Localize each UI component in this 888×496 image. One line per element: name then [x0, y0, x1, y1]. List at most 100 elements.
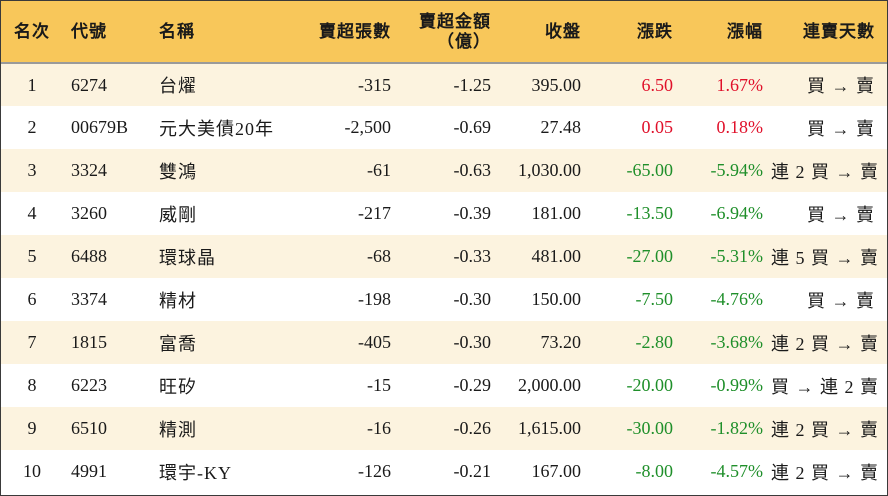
cell-close: 481.00 [531, 246, 582, 266]
cell-change-pct: -1.82% [710, 418, 764, 438]
cell-change-pct: 1.67% [681, 62, 771, 106]
cell-change: -7.50 [635, 289, 674, 309]
cell-change: -30.00 [626, 418, 674, 438]
header-close[interactable]: 收盤 [545, 21, 581, 41]
header-net-sell-amount-unit: （億） [437, 31, 491, 51]
cell-name[interactable]: 環球晶 [159, 247, 216, 268]
table-row[interactable]: 6 3374 精材 -198 -0.30 150.00 -7.50 -4.76% 買 → 賣 [1, 278, 887, 321]
cell-net-sell-amount: -0.26 [453, 418, 492, 438]
cell-rank: 10 [23, 461, 41, 481]
cell-name[interactable]: 富喬 [159, 333, 197, 354]
header-name[interactable]: 名稱 [159, 21, 195, 41]
cell-change-pct: -5.94% [710, 160, 764, 180]
cell-close: 395.00 [499, 62, 589, 106]
cell-close: 1,030.00 [518, 160, 581, 180]
cell-change: 0.05 [641, 117, 674, 137]
header-consecutive-sell-days[interactable]: 連賣天數 [803, 21, 875, 41]
cell-net-sell-amount: -0.69 [453, 117, 492, 137]
cell-change: -27.00 [626, 246, 674, 266]
cell-change-pct: -4.76% [710, 289, 764, 309]
cell-net-sell-lots: -126 [358, 461, 391, 481]
table-row[interactable]: 2 00679B 元大美債20年 -2,500 -0.69 27.48 0.05 0.18% 買… [1, 106, 887, 149]
cell-name[interactable]: 威剛 [159, 204, 197, 225]
cell-code[interactable]: 4991 [71, 461, 107, 481]
cell-net-sell-amount: -0.29 [453, 375, 492, 395]
cell-change-pct: -0.99% [710, 375, 764, 395]
cell-code[interactable]: 00679B [71, 117, 129, 137]
cell-name[interactable]: 旺矽 [159, 376, 197, 397]
cell-consecutive-sell-days: 買 → 賣 [771, 62, 887, 106]
cell-net-sell-amount: -0.63 [453, 160, 492, 180]
cell-net-sell-amount: -0.30 [453, 289, 492, 309]
cell-rank: 6 [27, 289, 37, 309]
table-row[interactable]: 3 3324 雙鴻 -61 -0.63 1,030.00 -65.00 -5.94% 連 2 買… [1, 149, 887, 192]
cell-net-sell-lots: -315 [293, 62, 399, 106]
cell-code[interactable]: 6488 [71, 246, 107, 266]
cell-net-sell-lots: -16 [367, 418, 391, 438]
cell-change: -8.00 [635, 461, 674, 481]
cell-code[interactable]: 6274 [63, 62, 155, 106]
cell-change-pct: 0.18% [716, 117, 764, 137]
header-net-sell-lots[interactable]: 賣超張數 [319, 21, 391, 41]
cell-close: 150.00 [531, 289, 582, 309]
cell-close: 181.00 [531, 203, 582, 223]
cell-rank: 8 [27, 375, 37, 395]
cell-net-sell-amount: -0.30 [453, 332, 492, 352]
cell-change: -13.50 [626, 203, 674, 223]
cell-net-sell-lots: -61 [367, 160, 391, 180]
cell-rank: 9 [27, 418, 37, 438]
cell-code[interactable]: 3324 [71, 160, 107, 180]
cell-name[interactable]: 元大美債20年 [159, 118, 274, 139]
cell-change: -65.00 [626, 160, 674, 180]
cell-change-pct: -4.57% [710, 461, 764, 481]
header-rank[interactable]: 名次 [14, 21, 50, 41]
cell-close: 167.00 [531, 461, 582, 481]
cell-consecutive-sell-days: 買 → 賣 [807, 290, 875, 311]
header-change[interactable]: 漲跌 [637, 21, 673, 41]
table-row[interactable]: 7 1815 富喬 -405 -0.30 73.20 -2.80 -3.68% 連 2 買 → … [1, 321, 887, 364]
table-row[interactable]: 9 6510 精測 -16 -0.26 1,615.00 -30.00 -1.82% 連 2 買… [1, 407, 887, 450]
cell-change-pct: -6.94% [710, 203, 764, 223]
table-row[interactable]: 1 6274 台燿 -315 -1.25 395.00 6.50 1.67% 買 → 賣 [1, 62, 887, 106]
cell-close: 73.20 [540, 332, 582, 352]
cell-net-sell-amount: -0.39 [453, 203, 492, 223]
table-row[interactable]: 8 6223 旺矽 -15 -0.29 2,000.00 -20.00 -0.99% 買 → 連… [1, 364, 887, 407]
cell-code[interactable]: 6223 [71, 375, 107, 395]
table-row[interactable]: 4 3260 威剛 -217 -0.39 181.00 -13.50 -6.94% 買 → 賣 [1, 192, 887, 235]
cell-code[interactable]: 3260 [71, 203, 107, 223]
cell-close: 27.48 [540, 117, 582, 137]
cell-name[interactable]: 精測 [159, 419, 197, 440]
cell-net-sell-lots: -198 [358, 289, 391, 309]
cell-net-sell-lots: -15 [367, 375, 391, 395]
cell-code[interactable]: 1815 [71, 332, 107, 352]
cell-close: 1,615.00 [518, 418, 581, 438]
header-code[interactable]: 代號 [71, 21, 107, 41]
cell-name[interactable]: 台燿 [155, 62, 293, 106]
table-row[interactable]: 5 6488 環球晶 -68 -0.33 481.00 -27.00 -5.31% 連 5 買 … [1, 235, 887, 278]
cell-net-sell-amount: -0.33 [453, 246, 492, 266]
cell-change: 6.50 [589, 62, 681, 106]
cell-rank: 4 [27, 203, 37, 223]
cell-net-sell-amount: -1.25 [399, 62, 499, 106]
cell-code[interactable]: 3374 [71, 289, 107, 309]
cell-code[interactable]: 6510 [71, 418, 107, 438]
cell-name[interactable]: 精材 [159, 290, 197, 311]
header-net-sell-amount[interactable]: 賣超金額 （億） [399, 1, 499, 63]
cell-consecutive-sell-days: 買 → 賣 [807, 118, 875, 139]
cell-consecutive-sell-days: 連 2 買 → 賣 [771, 462, 879, 483]
cell-change: -20.00 [626, 375, 674, 395]
cell-name[interactable]: 環宇-KY [159, 462, 232, 483]
table-body: 1 6274 台燿 -315 -1.25 395.00 6.50 1.67% 買 → 賣 2 006… [1, 62, 887, 493]
cell-consecutive-sell-days: 買 → 連 2 賣 [771, 376, 879, 397]
header-change-pct[interactable]: 漲幅 [727, 21, 763, 41]
cell-name[interactable]: 雙鴻 [159, 161, 197, 182]
cell-net-sell-lots: -2,500 [344, 117, 392, 137]
header-net-sell-amount-line1: 賣超金額 [419, 11, 491, 31]
cell-consecutive-sell-days: 連 2 買 → 賣 [771, 161, 879, 182]
table-row[interactable]: 10 4991 環宇-KY -126 -0.21 167.00 -8.00 -4.57% 連 2… [1, 450, 887, 493]
cell-consecutive-sell-days: 連 2 買 → 賣 [771, 419, 879, 440]
cell-net-sell-lots: -68 [367, 246, 391, 266]
cell-rank: 5 [27, 246, 37, 266]
